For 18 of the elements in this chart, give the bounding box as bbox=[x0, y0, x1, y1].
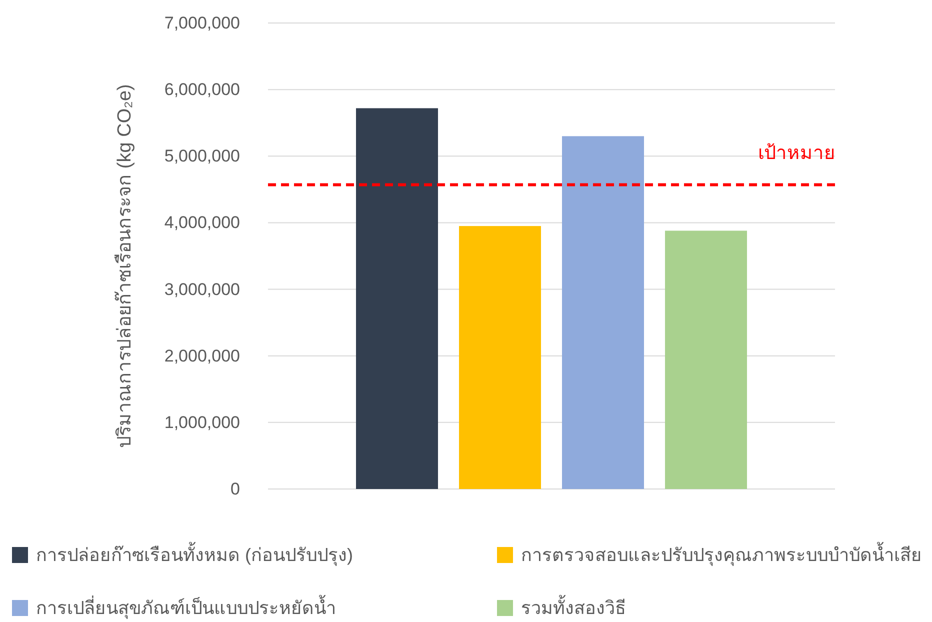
y-tick-label: 3,000,000 bbox=[164, 280, 240, 299]
y-tick-label: 2,000,000 bbox=[164, 346, 240, 366]
y-tick-label: 1,000,000 bbox=[164, 412, 240, 432]
y-tick-label: 6,000,000 bbox=[164, 80, 240, 100]
y-tick-label: 5,000,000 bbox=[164, 146, 240, 166]
bar bbox=[665, 230, 747, 489]
legend-label: การปล่อยก๊าซเรือนทั้งหมด (ก่อนปรับปรุง) bbox=[36, 542, 353, 566]
y-tick-label: 0 bbox=[230, 480, 240, 498]
y-axis-title: ปริมาณการปล่อยก๊าซเรือนกระจก (kg CO₂e) bbox=[114, 84, 136, 448]
y-tick-label: 7,000,000 bbox=[164, 14, 240, 32]
bar bbox=[459, 226, 541, 489]
legend-label: การเปลี่ยนสุขภัณฑ์เป็นแบบประหยัดน้ำ bbox=[36, 595, 336, 619]
bar bbox=[562, 136, 644, 489]
bar bbox=[356, 108, 438, 489]
legend-label: การตรวจสอบและปรับปรุงคุณภาพระบบบำบัดน้ำเสีย bbox=[521, 542, 922, 566]
y-tick-label: 4,000,000 bbox=[164, 213, 240, 232]
ref-line-label: เป้าหมาย bbox=[758, 142, 835, 164]
legend-label: รวมทั้งสองวิธี bbox=[521, 595, 626, 618]
